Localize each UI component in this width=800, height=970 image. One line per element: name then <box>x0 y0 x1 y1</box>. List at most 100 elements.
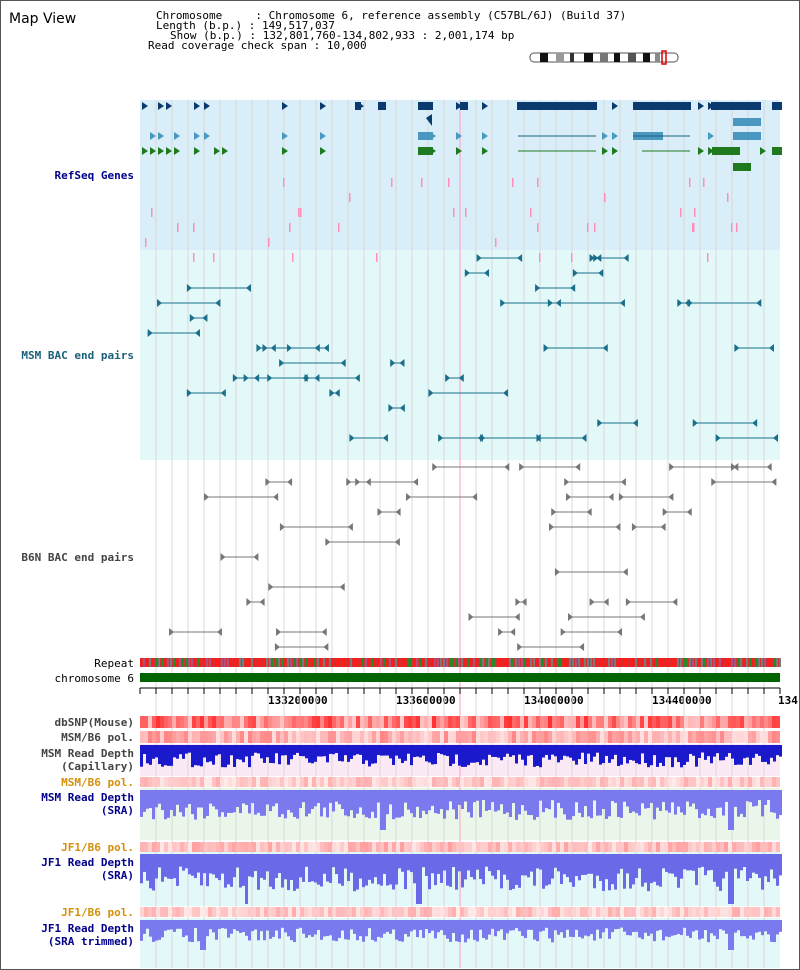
track-label-jf1-depth-sra-2[interactable]: (SRA) <box>100 869 134 882</box>
depth-bar <box>215 790 218 810</box>
refseq-gene-features[interactable] <box>355 102 782 171</box>
heat-cell <box>448 842 452 852</box>
heat-cell <box>548 731 552 743</box>
chromosome-ideogram[interactable] <box>529 50 679 65</box>
heat-cell <box>660 731 664 743</box>
track-label-msm-depth-cap-2[interactable]: (Capillary) <box>61 760 134 773</box>
depth-bar <box>434 854 437 886</box>
depth-bar <box>554 790 557 818</box>
depth-bar <box>569 745 572 758</box>
depth-bar <box>176 920 179 929</box>
track-label-msm-b6-pol-1[interactable]: MSM/B6 pol. <box>61 731 134 744</box>
depth-bar <box>572 920 575 938</box>
heat-cell <box>556 907 560 917</box>
msm-depth-capillary-bars[interactable] <box>140 745 782 768</box>
heat-cell <box>300 716 304 728</box>
msm-b6-pol-strip-1[interactable] <box>140 731 780 743</box>
repeat-mark <box>419 658 421 667</box>
track-label-chromosome[interactable]: chromosome 6 <box>54 672 134 685</box>
jf1-b6-pol-strip-2[interactable] <box>140 907 780 917</box>
depth-bar <box>623 790 626 802</box>
depth-bar <box>254 790 257 815</box>
depth-bar <box>233 854 236 878</box>
track-label-repeat[interactable]: Repeat <box>94 657 134 670</box>
heat-cell <box>640 907 644 917</box>
depth-bar <box>419 790 422 819</box>
depth-bar <box>305 920 308 938</box>
track-label-jf1-depth-trim-1[interactable]: JF1 Read Depth <box>41 922 134 935</box>
depth-bar <box>494 920 497 937</box>
depth-bar <box>353 745 356 756</box>
heat-cell <box>648 842 652 852</box>
jf1-depth-sra-bars[interactable] <box>140 854 782 904</box>
msm-depth-sra-bars[interactable] <box>140 790 782 830</box>
track-label-jf1-b6-pol-1[interactable]: JF1/B6 pol. <box>61 841 134 854</box>
depth-bar <box>500 745 503 761</box>
bac-end <box>262 344 268 352</box>
depth-bar <box>560 745 563 760</box>
heat-cell <box>692 777 696 787</box>
heat-cell <box>468 907 472 917</box>
heat-cell <box>200 716 204 728</box>
track-label-msm-depth-sra-2[interactable]: (SRA) <box>100 804 134 817</box>
track-label-jf1-depth-sra-1[interactable]: JF1 Read Depth <box>41 856 134 869</box>
repeat-mark <box>263 658 265 667</box>
depth-bar <box>275 854 278 879</box>
gene-arrow <box>698 147 704 155</box>
repeat-mark <box>332 658 334 667</box>
track-label-msm-bac[interactable]: MSM BAC end pairs <box>21 349 134 362</box>
heat-cell <box>412 842 416 852</box>
heat-cell <box>412 777 416 787</box>
depth-bar <box>446 790 449 811</box>
heat-cell <box>500 907 504 917</box>
bac-end <box>476 254 482 262</box>
bac-end <box>195 329 201 337</box>
depth-bar <box>593 790 596 801</box>
repeat-mark <box>650 658 652 667</box>
depth-bar <box>509 920 512 931</box>
depth-bar <box>335 854 338 875</box>
repeat-mark <box>194 658 196 667</box>
track-label-jf1-depth-trim-2[interactable]: (SRA trimmed) <box>47 935 134 948</box>
track-label-msm-depth-sra-1[interactable]: MSM Read Depth <box>41 791 134 804</box>
depth-bar <box>284 920 287 933</box>
heat-cell <box>668 907 672 917</box>
heat-cell <box>772 731 776 743</box>
b6n-bac-pairs[interactable] <box>169 463 777 651</box>
depth-bar <box>497 790 500 811</box>
depth-bar <box>233 790 236 813</box>
dbsnp-heat-strip[interactable] <box>140 716 780 728</box>
depth-bar <box>527 854 530 878</box>
depth-bar <box>776 790 779 819</box>
heat-cell <box>512 842 516 852</box>
heat-cell <box>488 731 492 743</box>
repeat-mark <box>236 658 238 667</box>
refseq-small-features[interactable] <box>142 102 766 155</box>
depth-bar <box>758 920 761 932</box>
depth-bar <box>437 790 440 814</box>
depth-bar <box>572 745 575 761</box>
heat-cell <box>420 777 424 787</box>
snp-tick <box>587 223 589 232</box>
track-label-dbsnp[interactable]: dbSNP(Mouse) <box>54 716 134 729</box>
repeat-mark <box>425 658 427 667</box>
track-label-msm-b6-pol-2[interactable]: MSM/B6 pol. <box>61 776 134 789</box>
track-label-b6n-bac[interactable]: B6N BAC end pairs <box>21 551 134 564</box>
jf1-depth-trimmed-bars[interactable] <box>140 920 782 950</box>
msm-b6-pol-strip-2[interactable] <box>140 777 780 787</box>
track-label-refseq[interactable]: RefSeq Genes <box>54 169 134 182</box>
bac-end <box>543 344 549 352</box>
depth-bar <box>536 854 539 869</box>
msm-bac-pairs[interactable] <box>147 254 778 442</box>
heat-cell <box>352 777 356 787</box>
track-label-msm-depth-cap-1[interactable]: MSM Read Depth <box>41 747 134 760</box>
track-label-jf1-b6-pol-2[interactable]: JF1/B6 pol. <box>61 906 134 919</box>
heat-cell <box>760 716 764 728</box>
heat-cell <box>764 777 768 787</box>
heat-cell <box>528 777 532 787</box>
chromosome-bar[interactable] <box>140 673 780 682</box>
jf1-b6-pol-strip-1[interactable] <box>140 842 780 852</box>
depth-bar <box>728 790 731 830</box>
heat-cell <box>528 731 532 743</box>
